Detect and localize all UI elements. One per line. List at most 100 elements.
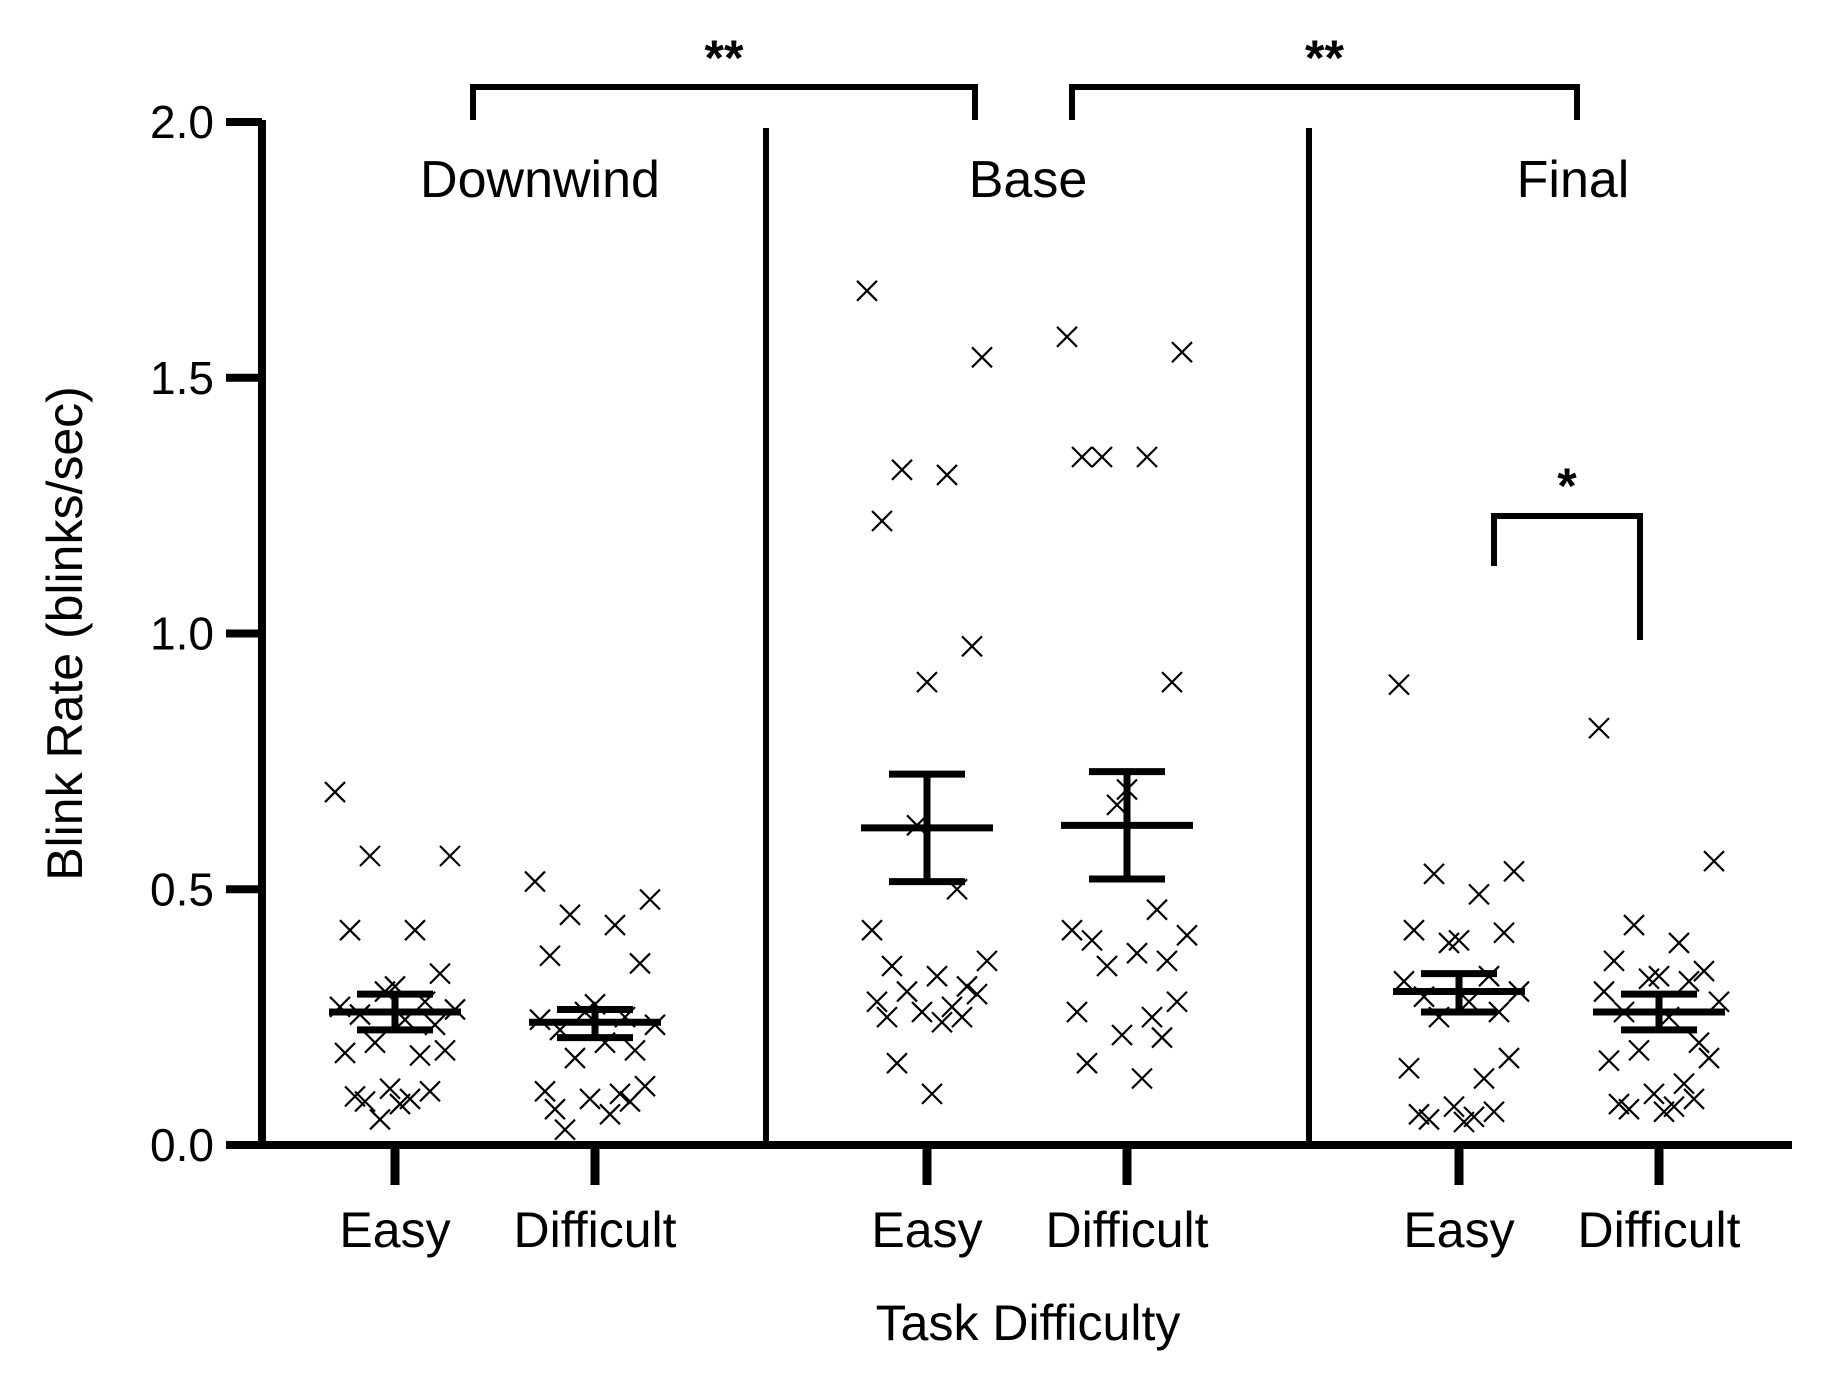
point-marker <box>961 635 983 658</box>
point-marker <box>554 1118 576 1141</box>
panel-title: Base <box>969 151 1088 209</box>
data-point <box>866 991 888 1013</box>
data-point <box>619 1090 641 1113</box>
data-point <box>891 459 913 481</box>
point-marker <box>1131 1067 1153 1090</box>
data-point <box>1076 1052 1098 1074</box>
data-point <box>1598 1049 1620 1072</box>
data-point <box>354 1090 376 1113</box>
data-point <box>409 1044 431 1067</box>
point-marker <box>1438 932 1460 954</box>
data-point <box>1111 1024 1133 1046</box>
point-marker <box>354 1090 376 1113</box>
data-point <box>564 1047 586 1069</box>
data-point <box>1146 898 1168 921</box>
point-marker <box>1653 1100 1675 1123</box>
significance-bracket <box>470 84 978 120</box>
data-point <box>886 1052 908 1074</box>
point-marker <box>1176 924 1198 947</box>
data-point <box>324 781 346 803</box>
significance-bracket <box>1491 513 1643 640</box>
point-marker <box>1056 326 1078 348</box>
point-marker <box>976 950 998 972</box>
data-point <box>1393 970 1415 993</box>
data-point <box>916 671 938 693</box>
point-marker <box>1453 1111 1475 1133</box>
point-marker <box>1388 673 1410 696</box>
point-marker <box>599 1103 621 1126</box>
point-marker <box>856 280 878 302</box>
point-marker <box>604 914 626 936</box>
point-marker <box>1668 932 1690 954</box>
data-point <box>1473 1067 1495 1090</box>
point-marker <box>359 845 381 867</box>
data-point <box>1438 932 1460 954</box>
point-marker <box>1683 1088 1705 1110</box>
data-point <box>544 1098 566 1120</box>
point-marker <box>579 1088 601 1110</box>
y-tick-label: 1.0 <box>150 608 214 660</box>
data-point <box>399 1088 421 1110</box>
data-point <box>334 1042 356 1064</box>
y-axis-label: Blink Rate (blinks/sec) <box>37 386 93 881</box>
data-point <box>1653 1100 1675 1123</box>
point-marker <box>379 1077 401 1100</box>
point-marker <box>324 781 346 803</box>
point-marker <box>1698 1047 1720 1069</box>
data-point <box>554 1118 576 1141</box>
point-marker <box>1503 860 1525 883</box>
data-point <box>1443 1095 1465 1118</box>
data-point <box>971 346 993 369</box>
data-point <box>339 919 361 941</box>
data-point <box>1388 673 1410 696</box>
point-marker <box>1126 942 1148 964</box>
point-marker <box>1096 955 1118 977</box>
point-marker <box>1598 1049 1620 1072</box>
point-marker <box>1708 991 1730 1013</box>
data-point <box>871 510 893 532</box>
data-point <box>604 914 626 936</box>
data-point <box>1091 446 1113 468</box>
data-point <box>1698 1047 1720 1069</box>
point-marker <box>1141 1006 1163 1028</box>
point-marker <box>1463 1106 1485 1128</box>
data-point <box>404 919 426 941</box>
point-marker <box>1593 980 1615 1003</box>
x-axis-label: Task Difficulty <box>876 1295 1181 1351</box>
data-point <box>1703 850 1725 872</box>
data-point <box>1468 883 1490 906</box>
data-point <box>419 1080 441 1103</box>
data-point <box>856 280 878 302</box>
point-marker <box>1673 1072 1695 1095</box>
point-marker <box>891 459 913 481</box>
point-marker <box>1408 1103 1430 1126</box>
y-tick-label: 2.0 <box>150 96 214 148</box>
data-point <box>911 1001 933 1023</box>
data-point <box>1423 863 1445 885</box>
point-marker <box>1678 970 1700 993</box>
point-marker <box>876 1006 898 1028</box>
point-marker <box>1623 914 1645 936</box>
data-point <box>1136 446 1158 468</box>
point-marker <box>1443 1095 1465 1118</box>
data-point <box>379 1077 401 1100</box>
point-marker <box>936 464 958 486</box>
point-marker <box>1151 1026 1173 1049</box>
point-marker <box>881 955 903 977</box>
point-marker <box>966 983 988 1005</box>
data-point <box>1688 1031 1710 1054</box>
data-point <box>1693 960 1715 982</box>
data-point <box>1618 1098 1640 1120</box>
point-marker <box>1483 1100 1505 1123</box>
x-tick-label: Easy <box>871 1202 982 1258</box>
point-marker <box>609 1083 631 1105</box>
data-point <box>1488 1001 1510 1023</box>
point-marker <box>1418 1108 1440 1131</box>
point-marker <box>619 1090 641 1113</box>
data-point <box>1498 1047 1520 1069</box>
x-tick-label: Easy <box>339 1202 450 1258</box>
point-marker <box>931 1011 953 1034</box>
data-point <box>1126 942 1148 964</box>
point-marker <box>624 1039 646 1062</box>
